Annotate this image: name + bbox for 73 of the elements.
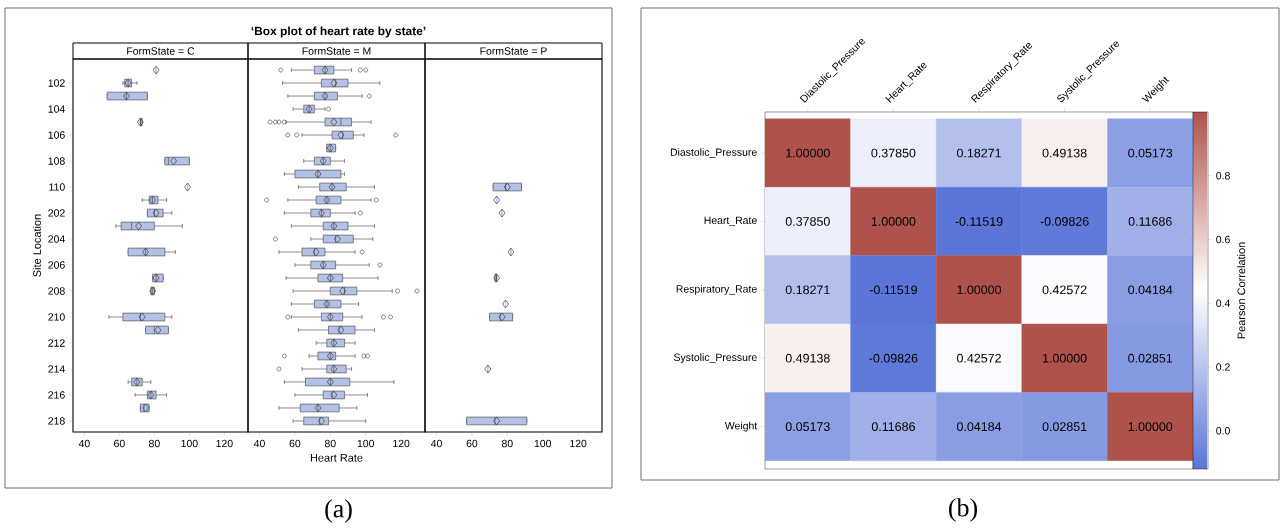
data-label: -0.09826: [869, 353, 918, 363]
chart-subtitle: FormState = P: [480, 47, 547, 55]
x-tick-label: 100: [534, 439, 552, 448]
text: (b): [949, 498, 977, 522]
y-tick-label: 210: [48, 313, 65, 321]
chart-subtitle: FormState = C: [127, 47, 195, 55]
data-label: -0.11519: [955, 217, 1003, 226]
y-tick-label: 204: [48, 235, 65, 243]
data-label: 0.05173: [1128, 148, 1173, 158]
data-label: 1.00000: [786, 148, 830, 158]
color-bar-label: 0.2: [1216, 363, 1230, 371]
data-label: 1.00000: [1043, 353, 1087, 363]
y-tick-label: 102: [48, 79, 65, 87]
data-label: 0.37850: [785, 217, 830, 226]
y-tick-label: 202: [48, 209, 65, 217]
y-tick-label: 108: [48, 157, 65, 165]
y-tick-label: 212: [48, 339, 65, 347]
data-label: 0.04184: [1128, 285, 1173, 295]
text: (a): [325, 499, 352, 523]
y-axis-title: Site Location: [32, 214, 41, 277]
y-tick-label: 218: [48, 417, 65, 425]
data-label: 0.04184: [956, 422, 1002, 432]
color-bar-label: 0.6: [1216, 235, 1230, 244]
y-tick-label: Heart_Rate: [704, 216, 757, 227]
x-tick-label: 40: [430, 439, 442, 448]
x-tick-label: 60: [114, 439, 125, 448]
color-bar-label: 0.8: [1216, 172, 1230, 180]
data-label: 0.18271: [956, 148, 1001, 158]
data-label: 0.02851: [1042, 422, 1087, 432]
x-tick-label: 80: [501, 439, 513, 448]
y-tick-label: Diastolic_Pressure: [670, 148, 757, 158]
y-tick-label: 110: [49, 183, 65, 191]
data-label: 0.49138: [1042, 148, 1087, 158]
x-tick-label: 40: [253, 439, 265, 448]
chart-title: ‘Box plot of heart rate by state’: [251, 26, 426, 38]
x-tick-label: 60: [289, 439, 301, 448]
data-label: 1.00000: [871, 217, 916, 226]
data-label: 0.49138: [785, 353, 830, 363]
data-label: 0.42572: [1042, 285, 1087, 295]
data-label: 1.00000: [1128, 422, 1173, 432]
color-bar-label: 0.4: [1216, 299, 1231, 307]
data-label: 0.11686: [871, 422, 915, 432]
color-bar-title: Pearson Correlation: [1237, 242, 1246, 339]
x-tick-label: 120: [570, 439, 587, 448]
y-tick-label: 208: [48, 287, 65, 295]
data-label: -0.11519: [869, 285, 917, 295]
x-tick-label: 80: [324, 439, 336, 448]
data-label: 0.11686: [1128, 217, 1172, 226]
data-label: 0.18271: [785, 285, 830, 295]
y-tick-label: 104: [48, 105, 65, 113]
data-label: 0.42572: [956, 353, 1001, 363]
x-axis-title: Heart Rate: [310, 454, 363, 462]
x-tick-label: 100: [181, 439, 198, 448]
x-tick-label: 100: [357, 439, 375, 448]
data-label: -0.09826: [1040, 217, 1089, 226]
x-tick-label: 120: [393, 439, 410, 448]
data-label: 1.00000: [957, 285, 1002, 295]
x-tick-label: 40: [78, 439, 90, 448]
x-tick-label: 80: [149, 439, 160, 448]
y-tick-label: Systolic_Pressure: [673, 353, 757, 364]
data-label: 0.37850: [871, 148, 916, 158]
x-tick-label: 120: [216, 439, 233, 448]
y-tick-label: Respiratory_Rate: [676, 284, 757, 295]
data-label: 0.05173: [785, 422, 830, 432]
y-tick-label: 206: [48, 261, 65, 269]
y-tick-label: Weight: [724, 421, 758, 432]
chart-subtitle: FormState = M: [302, 47, 371, 55]
x-tick-label: 60: [466, 439, 478, 448]
color-bar-label: 0.0: [1216, 427, 1230, 435]
y-tick-label: 214: [48, 365, 65, 373]
data-label: 0.02851: [1128, 353, 1173, 363]
y-tick-label: 216: [48, 391, 65, 399]
y-tick-label: 106: [48, 131, 65, 139]
